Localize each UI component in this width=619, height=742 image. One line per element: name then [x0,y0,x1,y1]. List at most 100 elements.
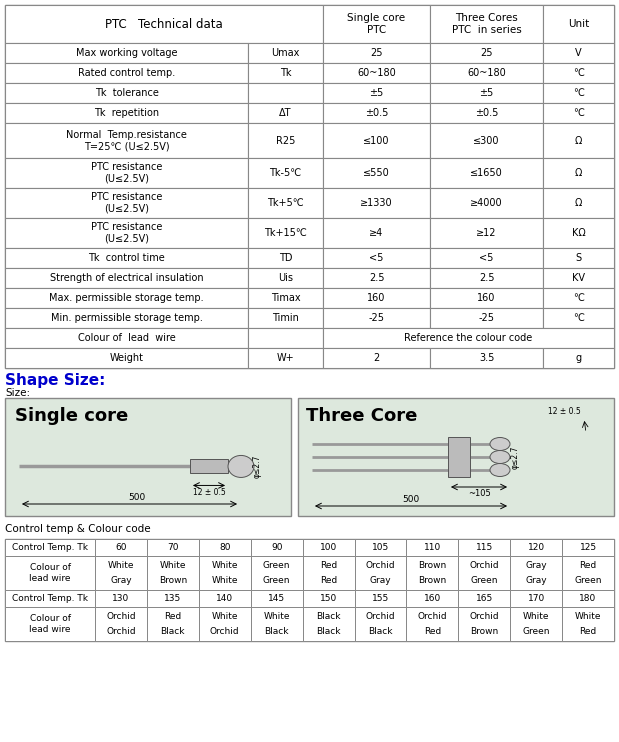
Text: ℃: ℃ [573,68,584,78]
Text: Single core
PTC: Single core PTC [347,13,405,35]
Text: PTC resistance
(U≤2.5V): PTC resistance (U≤2.5V) [91,162,162,184]
Text: Tk  tolerance: Tk tolerance [95,88,158,98]
Bar [323,158,430,188]
Text: ≤100: ≤100 [363,136,390,145]
Bar [5,539,614,641]
Bar [323,103,430,123]
Text: ≥4000: ≥4000 [470,198,503,208]
Text: Green: Green [470,576,498,585]
Text: KV: KV [572,273,585,283]
Bar [510,607,562,641]
Text: Timax: Timax [271,293,300,303]
Bar [430,308,543,328]
Bar [303,556,355,590]
Bar [430,268,543,288]
Text: ≥12: ≥12 [476,228,497,238]
Bar [5,5,323,43]
Text: ≥4: ≥4 [370,228,384,238]
Bar [543,83,614,103]
Text: Reference the colour code: Reference the colour code [404,333,532,343]
Text: 12 ± 0.5: 12 ± 0.5 [548,407,581,416]
Text: S: S [576,253,582,263]
Bar [251,539,303,556]
Bar [323,328,614,348]
Text: Max working voltage: Max working voltage [76,48,177,58]
Bar [458,590,510,607]
Bar [5,103,248,123]
Text: 60: 60 [115,543,127,552]
Bar [5,308,248,328]
Text: ℃: ℃ [573,313,584,323]
Text: Colour of
lead wire: Colour of lead wire [29,563,71,582]
Bar [430,288,543,308]
Bar [543,218,614,248]
Bar [5,539,95,556]
Text: Rated control temp.: Rated control temp. [78,68,175,78]
Bar [248,123,323,158]
Text: Tk  repetition: Tk repetition [94,108,159,118]
Text: Orchid: Orchid [106,627,136,636]
Text: 110: 110 [424,543,441,552]
Bar [5,123,248,158]
Text: ≤300: ≤300 [474,136,500,145]
Text: Brown: Brown [470,627,498,636]
Bar [430,218,543,248]
Bar [95,539,147,556]
Text: 60~180: 60~180 [467,68,506,78]
Bar [510,556,562,590]
Text: 130: 130 [112,594,129,603]
Text: Orchid: Orchid [210,627,240,636]
Text: White: White [160,561,186,570]
Bar [355,539,407,556]
Text: φ≤2.7: φ≤2.7 [511,445,519,469]
Bar [448,437,470,477]
Bar [147,556,199,590]
Bar [323,288,430,308]
Bar [323,188,430,218]
Text: 165: 165 [475,594,493,603]
Bar [323,123,430,158]
Text: ≤550: ≤550 [363,168,390,178]
Text: Strength of electrical insulation: Strength of electrical insulation [50,273,203,283]
Bar [407,556,458,590]
Text: White: White [212,612,238,621]
Text: Normal  Temp.resistance
T=25℃ (U≤2.5V): Normal Temp.resistance T=25℃ (U≤2.5V) [66,130,187,151]
Bar [5,328,248,348]
Text: φ≤2.7: φ≤2.7 [253,455,261,478]
Bar [248,43,323,63]
Text: 155: 155 [372,594,389,603]
Bar [303,539,355,556]
Text: 160: 160 [424,594,441,603]
Text: 170: 170 [527,594,545,603]
Text: 145: 145 [268,594,285,603]
Text: Black: Black [368,627,392,636]
Bar [199,539,251,556]
Bar [430,103,543,123]
Text: Orchid: Orchid [469,612,499,621]
Text: 2.5: 2.5 [478,273,494,283]
Bar [323,308,430,328]
Text: Three Core: Three Core [306,407,417,425]
Text: Umax: Umax [271,48,300,58]
Bar [248,328,323,348]
Text: 500: 500 [128,493,145,502]
Text: Black: Black [316,627,341,636]
Text: White: White [264,612,290,621]
Bar [430,188,543,218]
Bar [543,348,614,368]
Bar [5,288,248,308]
Text: Three Cores
PTC  in series: Three Cores PTC in series [452,13,521,35]
Bar [543,288,614,308]
Text: PTC resistance
(U≤2.5V): PTC resistance (U≤2.5V) [91,222,162,244]
Text: 140: 140 [216,594,233,603]
Text: 160: 160 [477,293,496,303]
Text: Size:: Size: [5,388,30,398]
Bar [543,43,614,63]
Text: Ω: Ω [575,136,582,145]
Text: 135: 135 [164,594,181,603]
Text: ≥1330: ≥1330 [360,198,393,208]
Bar [355,556,407,590]
Text: Brown: Brown [418,561,446,570]
Bar [430,5,543,43]
Bar [248,248,323,268]
